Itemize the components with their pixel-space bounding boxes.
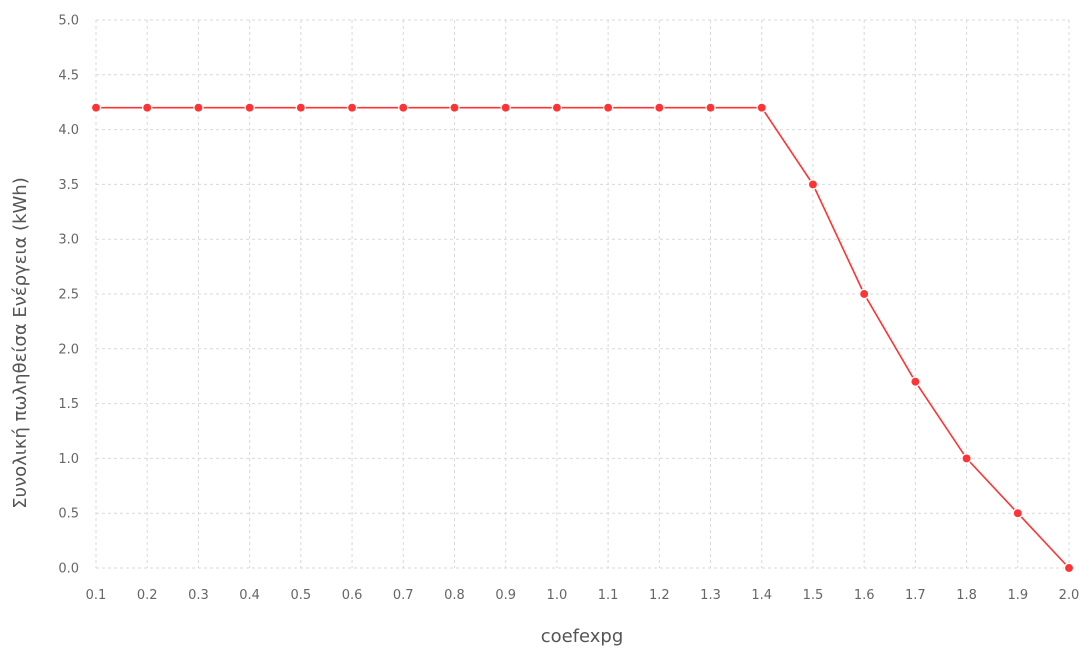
x-tick-label: 1.3: [700, 588, 721, 603]
x-tick-label: 1.7: [905, 588, 926, 603]
x-tick-label: 1.2: [649, 588, 670, 603]
data-point: [910, 376, 921, 387]
data-point: [756, 102, 767, 113]
y-tick-label: 2.0: [58, 342, 79, 357]
y-tick-label: 4.5: [58, 68, 79, 83]
series-line: [96, 106, 1070, 569]
x-tick-label: 2.0: [1059, 588, 1080, 603]
x-axis-ticks: 0.1 0.2 0.3 0.4 0.5 0.6 0.7 0.8 0.9 1.0 1.1 1.2 1.3 1…: [86, 588, 1080, 603]
x-tick-label: 0.3: [188, 588, 209, 603]
data-point: [295, 102, 307, 113]
x-tick-label: 1.4: [751, 588, 772, 603]
data-point: [1012, 507, 1024, 519]
data-point: [141, 102, 153, 113]
x-tick-label: 0.5: [290, 588, 311, 603]
y-axis-title: Συνολική πωληθείσα Ενέργεια (kWh): [10, 177, 31, 508]
x-tick-label: 0.4: [239, 588, 260, 603]
y-tick-label: 2.5: [58, 288, 79, 303]
data-point: [551, 102, 563, 113]
y-tick-label: 3.5: [58, 178, 79, 193]
y-tick-label: 4.0: [58, 123, 79, 138]
y-tick-label: 1.0: [58, 452, 79, 467]
y-tick-label: 1.5: [58, 397, 79, 412]
x-tick-label: 1.5: [803, 588, 824, 603]
data-point: [193, 102, 204, 113]
data-point: [705, 102, 716, 113]
y-tick-label: 0.0: [58, 562, 79, 577]
x-tick-label: 0.7: [393, 588, 414, 603]
y-tick-label: 5.0: [58, 14, 79, 29]
x-tick-label: 0.9: [495, 588, 516, 603]
x-axis-title: coefexpg: [541, 626, 624, 647]
data-point: [961, 453, 972, 464]
y-tick-label: 0.5: [58, 507, 79, 522]
y-tick-label: 3.0: [58, 233, 79, 248]
y-axis-ticks: 0.0 0.5 1.0 1.5 2.0 2.5 3.0 3.5 4.0 4.5 5.0: [58, 14, 79, 577]
x-tick-label: 1.0: [547, 588, 568, 603]
x-tick-label: 0.6: [342, 588, 363, 603]
series: [90, 102, 1075, 574]
data-point: [346, 102, 358, 113]
data-point: [807, 179, 819, 190]
x-tick-label: 0.8: [444, 588, 465, 603]
x-tick-label: 1.1: [598, 588, 619, 603]
grid: [95, 19, 1070, 569]
x-tick-label: 1.8: [956, 588, 977, 603]
data-point: [449, 102, 460, 113]
x-tick-label: 1.9: [1007, 588, 1028, 603]
data-point: [654, 102, 665, 113]
x-tick-label: 0.1: [86, 588, 107, 603]
data-point: [244, 102, 255, 113]
data-point: [398, 102, 409, 113]
data-point: [858, 288, 870, 300]
data-point: [500, 102, 511, 113]
data-point: [1063, 562, 1075, 574]
x-tick-label: 1.6: [854, 588, 875, 603]
x-tick-label: 0.2: [137, 588, 158, 603]
data-point: [602, 102, 614, 113]
data-point: [90, 102, 102, 113]
